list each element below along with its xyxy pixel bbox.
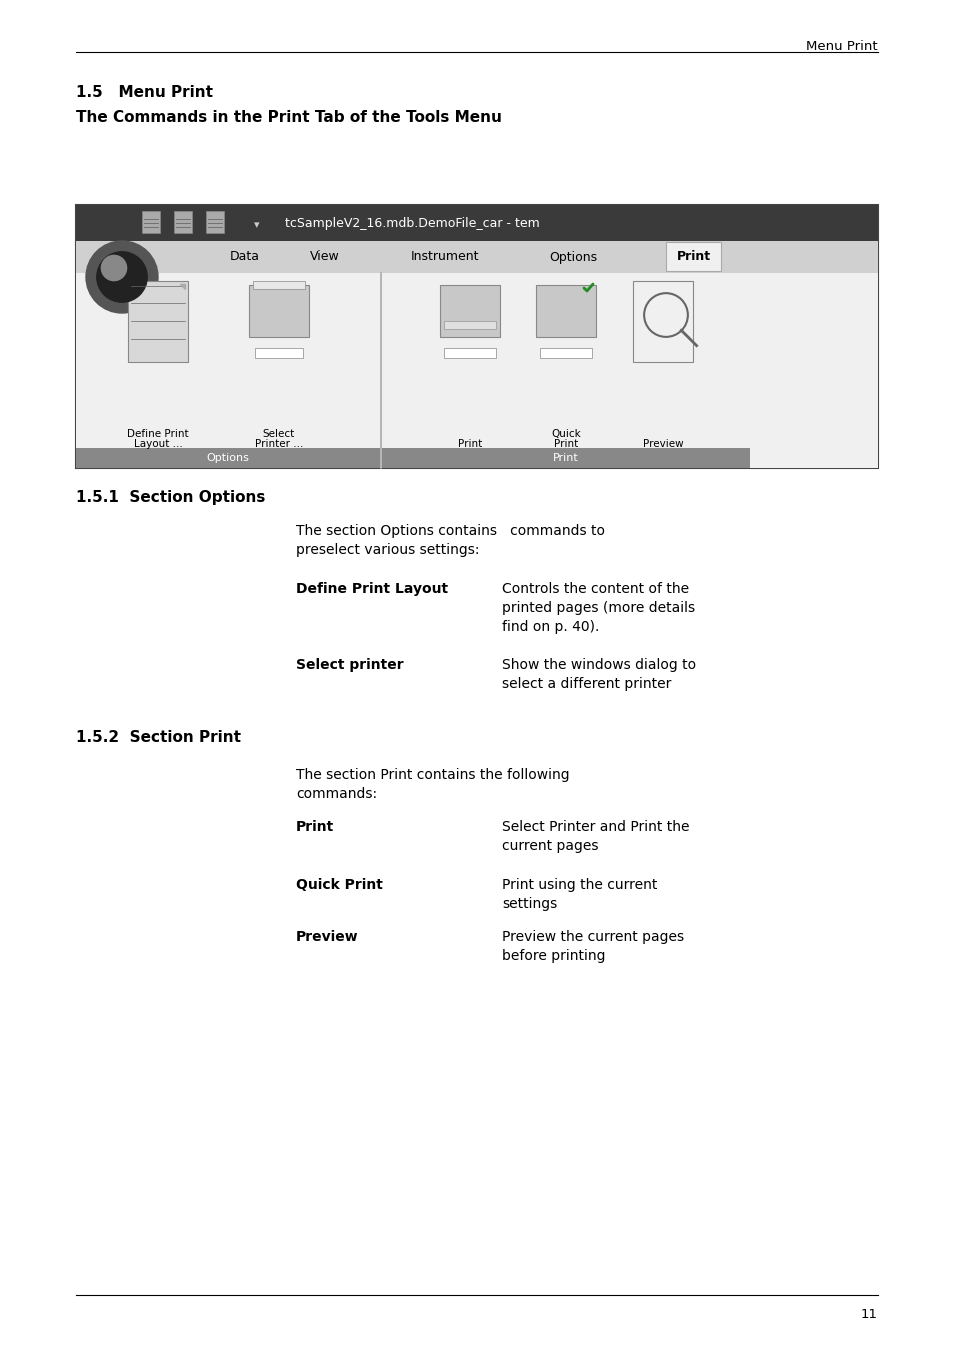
Circle shape — [101, 256, 127, 280]
Bar — [76, 241, 877, 287]
Text: tcSampleV2_16.mdb.DemoFile_car - tem: tcSampleV2_16.mdb.DemoFile_car - tem — [284, 217, 538, 229]
Text: Options: Options — [549, 250, 597, 264]
Bar — [539, 348, 592, 357]
Bar — [253, 282, 305, 288]
Bar — [206, 211, 224, 233]
Text: The section Print contains the following
commands:: The section Print contains the following… — [295, 768, 569, 802]
Text: Menu Print: Menu Print — [805, 41, 877, 53]
Text: Show the windows dialog to
select a different printer: Show the windows dialog to select a diff… — [501, 658, 696, 691]
Text: Print using the current
settings: Print using the current settings — [501, 877, 657, 911]
Text: Controls the content of the
printed pages (more details
find on p. 40).: Controls the content of the printed page… — [501, 582, 695, 634]
Text: Printer ...: Printer ... — [254, 439, 303, 450]
Bar — [76, 448, 379, 468]
Bar — [633, 282, 692, 362]
Bar — [249, 284, 309, 337]
Text: 11: 11 — [861, 1308, 877, 1322]
Text: View: View — [310, 250, 339, 264]
Bar — [439, 284, 499, 337]
Text: Quick Print: Quick Print — [295, 877, 382, 892]
Text: Print: Print — [457, 439, 481, 450]
Text: Layout ...: Layout ... — [133, 439, 182, 450]
Text: The section Options contains   commands to
preselect various settings:: The section Options contains commands to… — [295, 524, 604, 556]
Bar — [128, 282, 188, 362]
Text: Instrument: Instrument — [410, 250, 478, 264]
Text: Define Print: Define Print — [127, 429, 189, 439]
Bar — [443, 348, 496, 357]
Text: Define Print Layout: Define Print Layout — [295, 582, 448, 596]
Circle shape — [96, 252, 147, 302]
Text: Select: Select — [263, 429, 294, 439]
Text: 1.5   Menu Print: 1.5 Menu Print — [76, 85, 213, 100]
Text: Select printer: Select printer — [295, 658, 403, 672]
Text: Print: Print — [553, 454, 578, 463]
Bar — [254, 348, 303, 357]
Text: Print: Print — [676, 250, 710, 264]
Bar — [536, 284, 596, 337]
Bar — [443, 321, 496, 329]
Bar — [142, 211, 160, 233]
Text: Quick: Quick — [551, 429, 580, 439]
Text: Data: Data — [229, 250, 259, 264]
Text: Preview the current pages
before printing: Preview the current pages before printin… — [501, 930, 683, 963]
Text: 1.5.1  Section Options: 1.5.1 Section Options — [76, 490, 265, 505]
Text: ▾: ▾ — [253, 219, 259, 230]
Text: Select Printer and Print the
current pages: Select Printer and Print the current pag… — [501, 821, 689, 853]
Bar — [665, 242, 720, 271]
Bar — [76, 204, 877, 468]
Bar — [381, 448, 749, 468]
Bar — [174, 211, 193, 233]
Text: 1.5.2  Section Print: 1.5.2 Section Print — [76, 730, 241, 745]
Text: The Commands in the Print Tab of the Tools Menu: The Commands in the Print Tab of the Too… — [76, 110, 501, 125]
Text: Preview: Preview — [295, 930, 358, 944]
Text: Print: Print — [554, 439, 578, 450]
Text: Options: Options — [207, 454, 249, 463]
Bar — [76, 204, 877, 241]
Text: Print: Print — [295, 821, 334, 834]
Bar — [76, 274, 877, 468]
Circle shape — [86, 241, 158, 313]
Text: Preview: Preview — [642, 439, 682, 450]
Polygon shape — [180, 284, 185, 288]
